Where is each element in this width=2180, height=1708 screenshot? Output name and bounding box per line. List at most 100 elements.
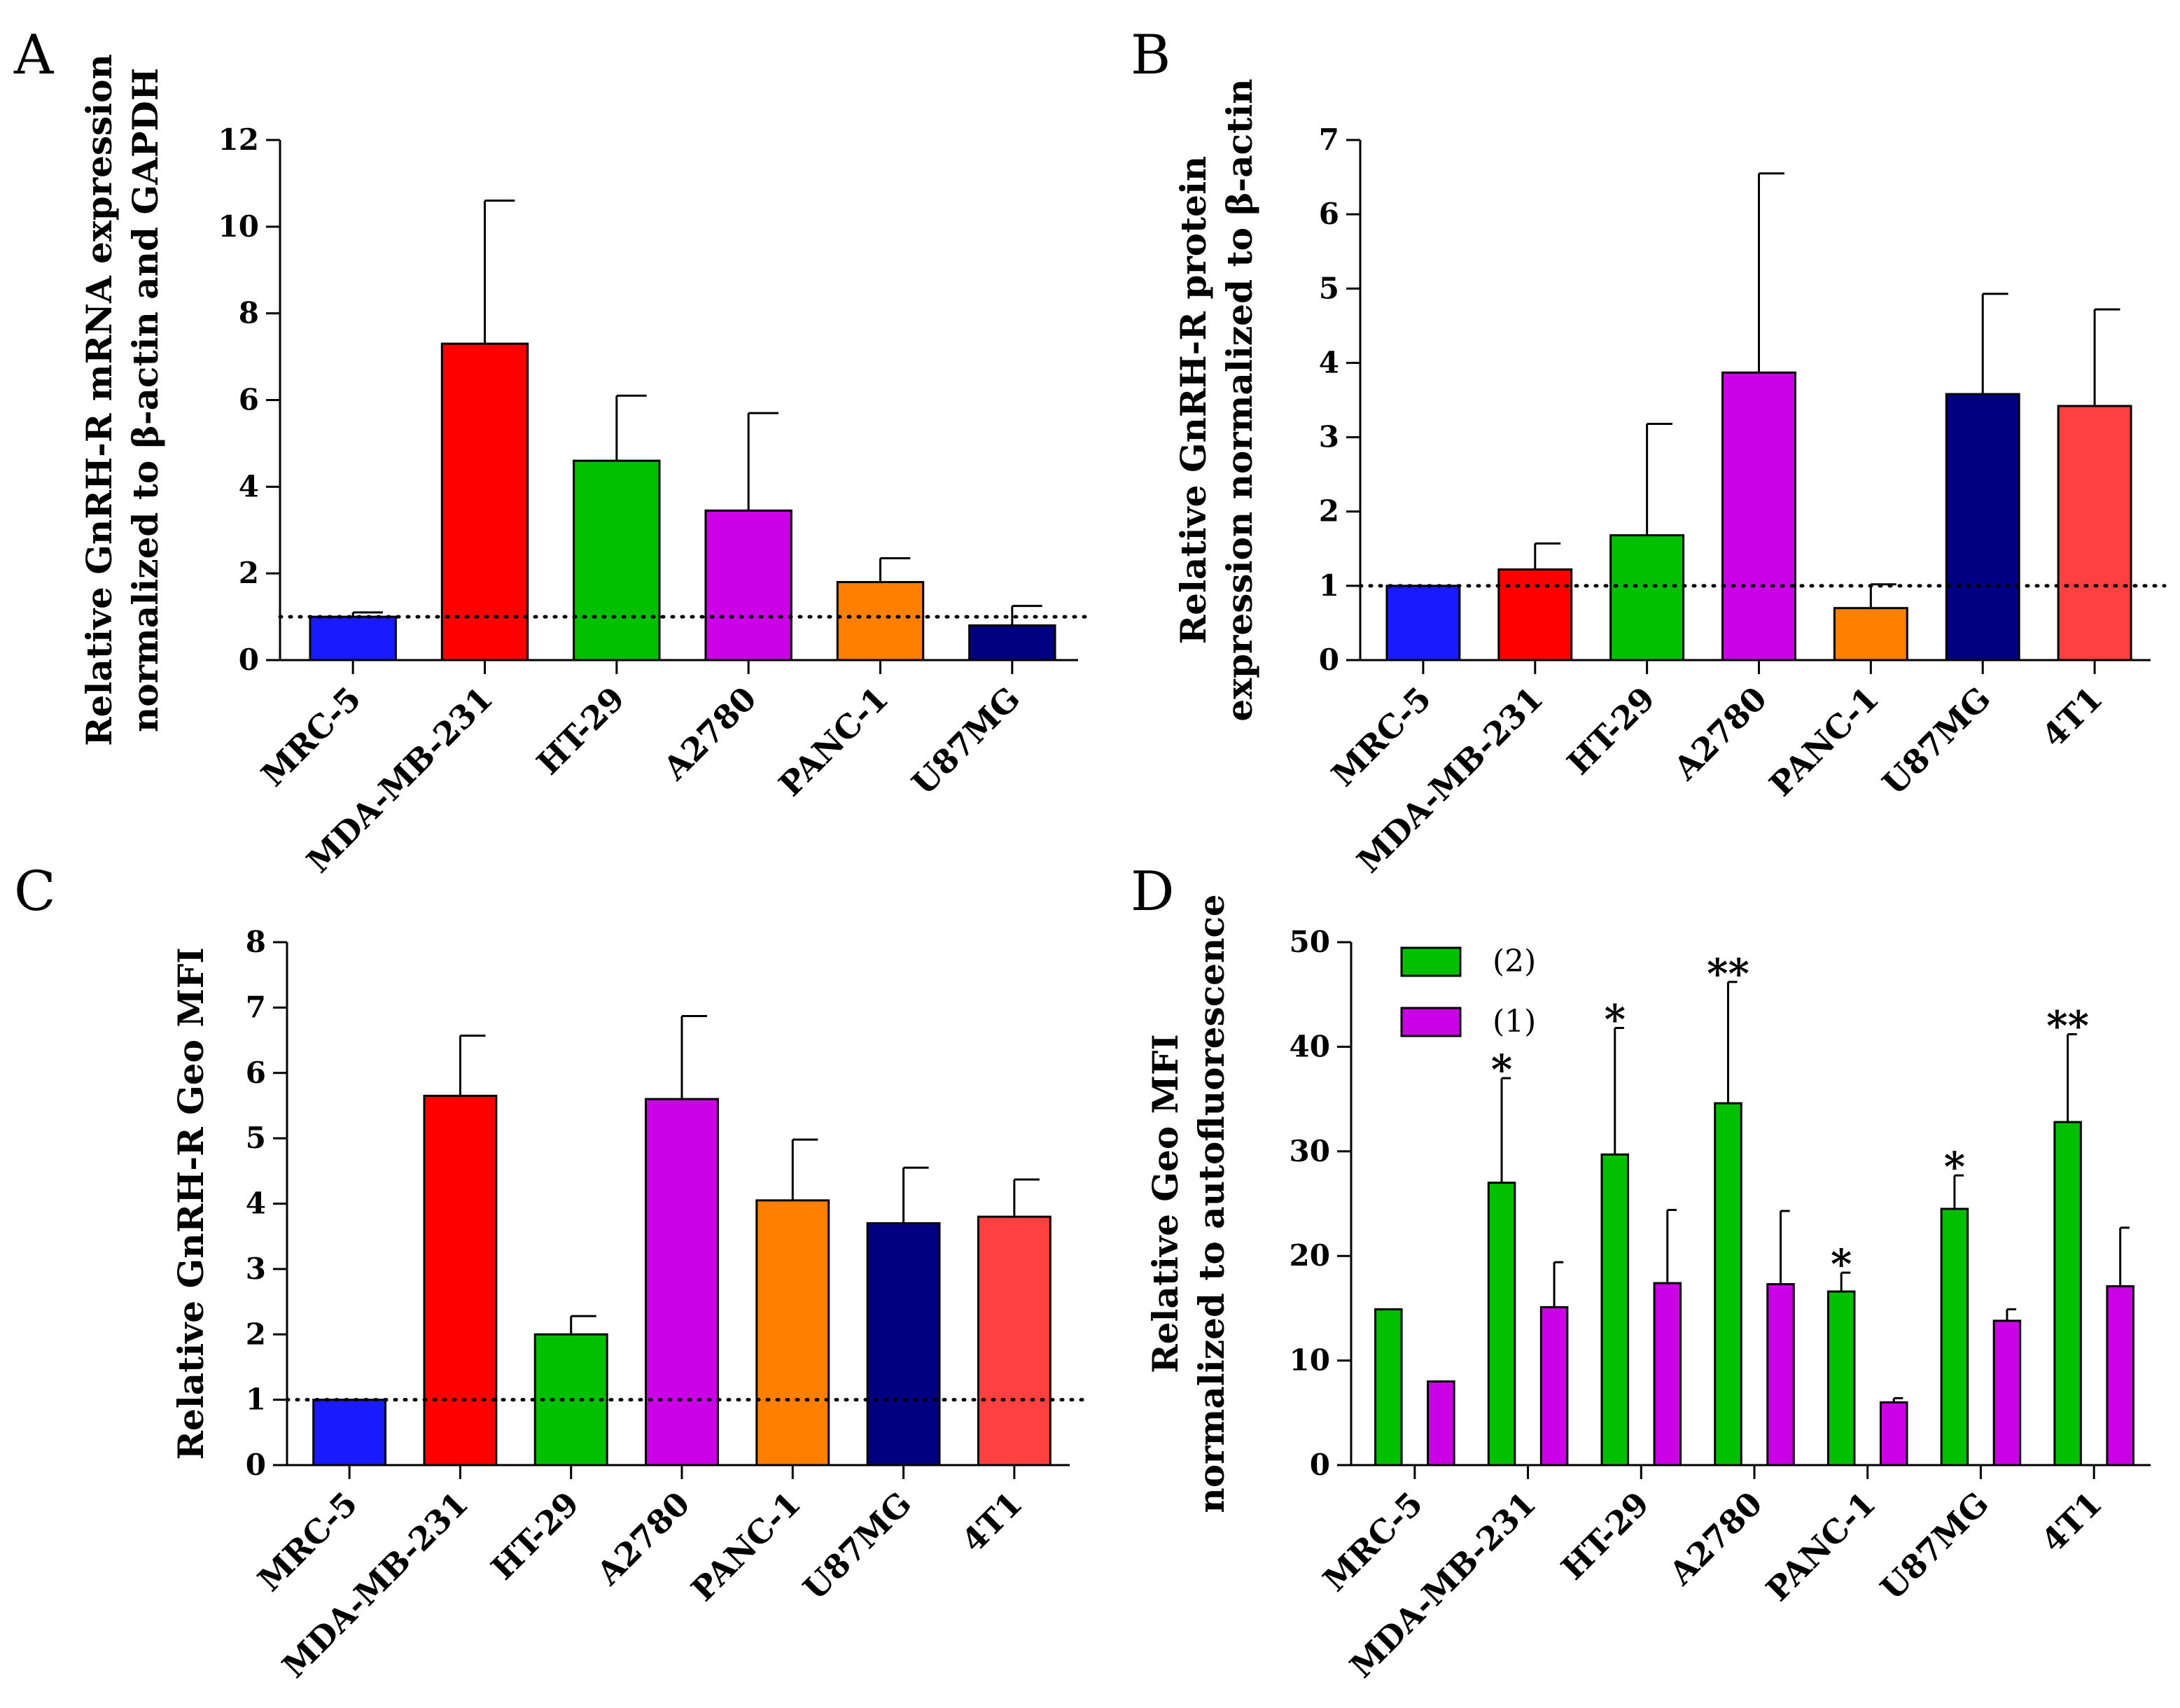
x-tick-label: A2780 [1661, 1485, 1770, 1593]
x-tick-label: A2780 [589, 1485, 697, 1593]
panel-c: C 0 1 2 3 4 5 6 7 8 Relative GnRH-R Geo MFI MRC-5MD… [14, 860, 1086, 1686]
y-tick-label: 12 [218, 122, 259, 157]
bar [2106, 1285, 2134, 1466]
panel-a: A 0 2 4 6 8 10 12 Relative GnRH-R mRNA expressio… [13, 24, 1094, 880]
panel-letter: D [1131, 860, 1175, 923]
bar [1600, 1153, 1630, 1466]
y-tick-label: 30 [1290, 1134, 1330, 1168]
y-tick-label: 6 [246, 1056, 266, 1090]
y-tick-label: 2 [239, 556, 259, 590]
bar [440, 342, 529, 662]
bar [755, 1199, 830, 1466]
bar [1653, 1282, 1682, 1466]
bar [1714, 1102, 1742, 1466]
y-tick-label: 3 [246, 1252, 266, 1286]
significance-marker: * [1605, 996, 1626, 1044]
bar [977, 1215, 1051, 1466]
y-tick-label: 1 [246, 1382, 266, 1417]
y-axis-label: normalized to autofluorescence [1191, 894, 1232, 1513]
y-tick-label: 3 [1319, 420, 1339, 454]
x-tick-label: U87MG [904, 680, 1028, 803]
y-axis-label: Relative Geo MFI [1145, 1034, 1186, 1373]
y-axis-label: Relative GnRH-R protein [1173, 156, 1214, 645]
significance-marker: * [1491, 1046, 1512, 1093]
y-tick-label: 8 [239, 296, 259, 330]
bar [968, 624, 1056, 662]
y-tick-label: 50 [1290, 925, 1330, 959]
y-tick-label: 5 [1319, 271, 1339, 305]
panel-letter: B [1131, 24, 1171, 87]
y-tick-label: 8 [246, 925, 266, 959]
y-tick-label: 4 [1319, 345, 1339, 379]
x-tick-label: PANC-1 [684, 1485, 808, 1609]
bar [1766, 1283, 1795, 1466]
x-tick-label: HT-29 [1554, 1485, 1657, 1588]
y-axis-label: expression normalized to β-actin [1219, 78, 1260, 721]
bar [1833, 607, 1908, 662]
y-tick-label: 1 [1319, 568, 1339, 603]
y-tick-label: 0 [246, 1448, 266, 1482]
panel-letter: A [13, 24, 55, 87]
y-tick-label: 10 [218, 209, 259, 244]
x-tick-label: U87MG [1873, 1485, 1997, 1608]
x-tick-label: MRC-5 [1324, 680, 1438, 794]
y-axis-label: Relative GnRH-R Geo MFI [170, 947, 211, 1460]
y-tick-label: 2 [246, 1317, 266, 1351]
legend-swatch [1400, 946, 1462, 977]
bar [2053, 1121, 2082, 1466]
panel-b: B 0 1 2 3 4 5 6 7 Relative GnRH-R protein expressi… [1131, 24, 2167, 881]
bar [312, 1399, 387, 1466]
y-tick-label: 4 [246, 1186, 266, 1221]
x-tick-label: PANC-1 [771, 680, 895, 804]
bar [1879, 1401, 1908, 1466]
significance-marker: * [1944, 1143, 1965, 1191]
significance-marker: ** [1707, 950, 1749, 997]
y-axis-label: Relative GnRH-R mRNA expression [78, 54, 120, 746]
y-tick-label: 2 [1319, 494, 1339, 528]
y-axis-label: normalized to β-actin and GAPDH [125, 68, 166, 732]
y-tick-label: 5 [246, 1121, 266, 1155]
bar [836, 581, 925, 662]
panel-d: D 0 10 20 30 40 50 Relative Geo MFI normalized t… [1131, 860, 2151, 1685]
x-tick-label: 4T1 [2034, 1485, 2109, 1560]
y-tick-label: 20 [1290, 1238, 1330, 1273]
x-tick-label: MDA-MB-231 [1350, 680, 1551, 881]
panel-letter: C [14, 860, 56, 923]
x-tick-label: MRC-5 [1315, 1485, 1430, 1599]
y-tick-label: 0 [1319, 643, 1339, 677]
bar [1945, 393, 2020, 662]
y-tick-label: 4 [239, 469, 259, 503]
y-tick-label: 6 [239, 383, 259, 417]
y-tick-label: 6 [1319, 197, 1339, 231]
bar [1721, 371, 1796, 662]
significance-marker: ** [2046, 1002, 2089, 1049]
x-tick-label: MRC-5 [254, 680, 368, 794]
bar [423, 1094, 498, 1466]
x-tick-label: PANC-1 [1762, 680, 1886, 804]
x-tick-label: PANC-1 [1759, 1485, 1882, 1609]
bar [309, 615, 397, 662]
x-tick-label: MDA-MB-231 [275, 1485, 476, 1686]
legend-swatch [1400, 1007, 1462, 1037]
x-tick-label: U87MG [1875, 680, 1998, 803]
y-tick-label: 0 [1310, 1448, 1330, 1482]
y-tick-label: 10 [1290, 1343, 1330, 1378]
y-tick-label: 0 [239, 643, 259, 677]
x-tick-label: 4T1 [954, 1485, 1030, 1560]
bar [1609, 534, 1685, 662]
y-tick-label: 40 [1290, 1029, 1330, 1063]
x-tick-label: MRC-5 [251, 1485, 365, 1599]
bar [1940, 1208, 1969, 1466]
bar [645, 1098, 719, 1466]
x-tick-label: 4T1 [2034, 680, 2110, 755]
bar [866, 1222, 941, 1466]
x-tick-label: HT-29 [484, 1485, 587, 1588]
significance-marker: * [1831, 1240, 1852, 1288]
bar [1427, 1380, 1455, 1466]
x-tick-label: HT-29 [1560, 680, 1663, 783]
bar [1487, 1182, 1516, 1466]
x-tick-label: U87MG [796, 1485, 919, 1608]
bar [573, 459, 661, 662]
bar [1385, 584, 1461, 662]
